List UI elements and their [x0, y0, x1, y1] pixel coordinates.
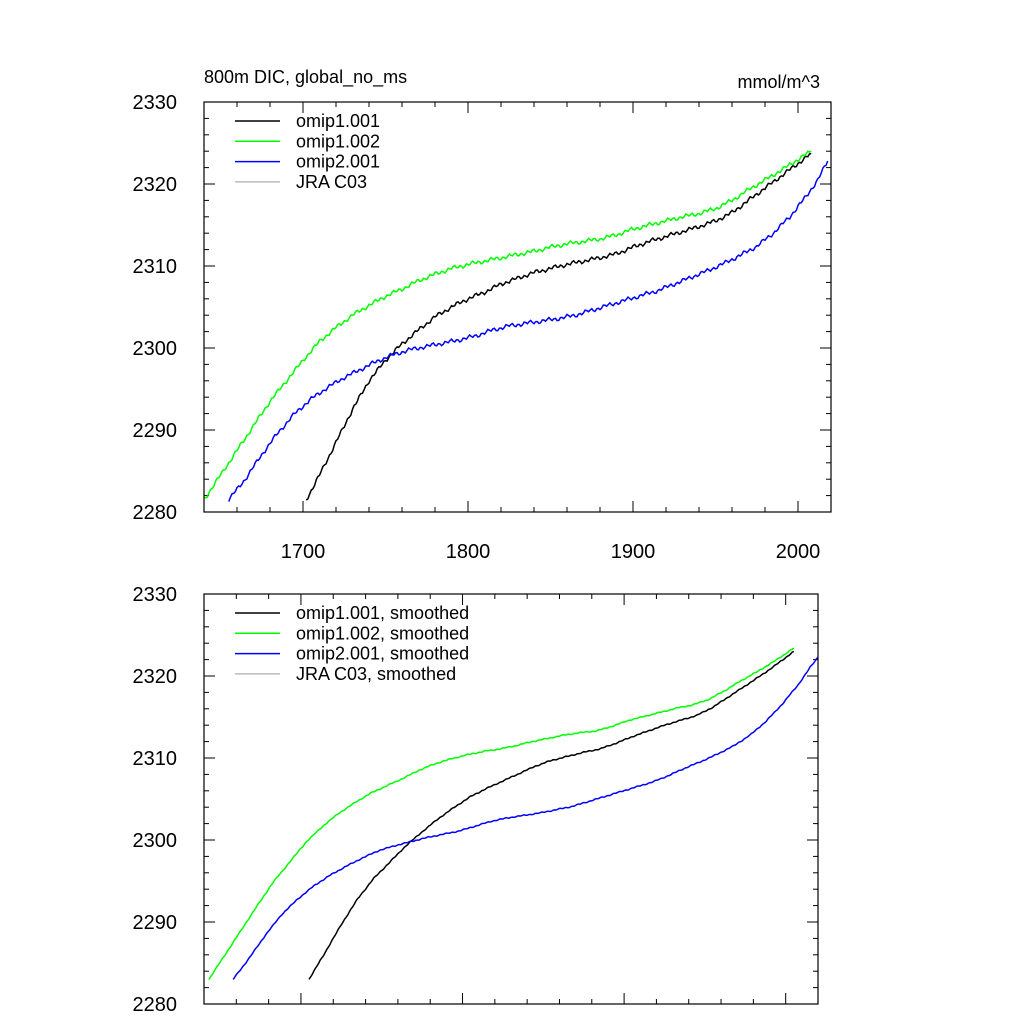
- chart-units: mmol/m^3: [738, 72, 820, 92]
- legend-label: omip1.002, smoothed: [296, 623, 469, 643]
- y-tick-label: 2300: [133, 338, 178, 360]
- y-tick-label: 2280: [133, 502, 178, 524]
- y-tick-label: 2330: [133, 584, 178, 606]
- x-tick-label: 1900: [611, 541, 656, 563]
- plot-frame: [203, 593, 819, 1005]
- y-tick-label: 2330: [133, 92, 178, 114]
- series-line-2: [208, 647, 795, 980]
- y-tick-label: 2320: [133, 666, 178, 688]
- plot-frame: [203, 101, 832, 513]
- legend-label: omip2.001, smoothed: [296, 644, 469, 664]
- y-tick-label: 2310: [133, 748, 178, 770]
- y-tick-label: 2300: [133, 830, 178, 852]
- legend-label: omip1.002: [296, 131, 380, 151]
- legend-label: omip1.001, smoothed: [296, 603, 469, 623]
- y-tick-label: 2290: [133, 420, 178, 442]
- legend-label: omip2.001: [296, 152, 380, 172]
- series-line-1: [308, 650, 795, 980]
- series-line-2: [204, 150, 812, 499]
- x-tick-label: 1800: [446, 541, 491, 563]
- legend-label: omip1.001: [296, 111, 380, 131]
- series-line-3: [228, 160, 829, 502]
- y-tick-label: 2280: [133, 994, 178, 1016]
- y-tick-label: 2290: [133, 912, 178, 934]
- legend-label: JRA C03: [296, 172, 367, 192]
- y-tick-label: 2310: [133, 256, 178, 278]
- x-tick-label: 2000: [776, 541, 821, 563]
- series-line-3: [232, 656, 818, 980]
- series-line-1: [305, 152, 812, 501]
- y-tick-label: 2320: [133, 174, 178, 196]
- legend-label: JRA C03, smoothed: [296, 664, 456, 684]
- x-tick-label: 1700: [281, 541, 326, 563]
- chart-title: 800m DIC, global_no_ms: [204, 67, 407, 88]
- chart-panel-1: 800m DIC, global_no_ms mmol/m^3 2280 2290 23…: [133, 67, 832, 563]
- chart-panel-2: 2280 2290 2300 2310 2320 2330 omip1.001, smoot…: [133, 584, 819, 1016]
